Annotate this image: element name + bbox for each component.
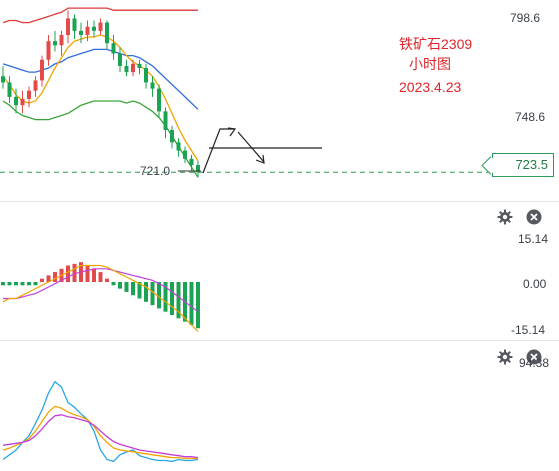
oscillator-pane[interactable]: 94.38 (0, 341, 559, 471)
candle-body (124, 65, 129, 73)
close-icon[interactable] (526, 349, 542, 365)
osc-line-mid (2, 405, 198, 460)
bounce-arrow-head (227, 127, 237, 137)
candle-body (98, 22, 103, 31)
macd-bar (72, 263, 77, 282)
oscillator-chart[interactable] (0, 341, 559, 471)
macd-bar (150, 282, 155, 306)
macd-bar (189, 282, 194, 325)
candle-body (20, 98, 25, 106)
macd-chart[interactable] (0, 202, 559, 339)
candle-body (105, 22, 109, 44)
macd-bar (92, 268, 96, 282)
macd-bar (163, 282, 168, 312)
macd-bar (20, 282, 25, 286)
candle-body (14, 96, 18, 106)
bounce-arrow-path (202, 128, 234, 174)
price-chart[interactable] (0, 0, 559, 200)
fast-ma-line (2, 34, 199, 162)
macd-bar (176, 282, 181, 319)
candle-body (189, 158, 194, 166)
dif-line (2, 264, 199, 332)
drop-arrow-head (255, 154, 265, 164)
pane-divider[interactable] (0, 201, 559, 202)
candle-body (1, 76, 5, 83)
candle-body (144, 68, 148, 83)
candle-body (72, 18, 77, 31)
macd-pane[interactable]: 15.14 0.00 -15.14 (0, 202, 559, 339)
macd-bar (118, 282, 122, 289)
candle-body (7, 82, 12, 97)
annotation-title: 铁矿石2309 (399, 36, 473, 52)
price-axis-high: 798.6 (510, 11, 541, 25)
macd-bar (85, 265, 90, 282)
macd-bar (46, 275, 51, 282)
candle-body (33, 80, 38, 91)
price-axis-mid: 748.6 (515, 110, 546, 124)
macd-bar (124, 282, 129, 292)
candle-body (85, 26, 90, 35)
annotation-date: 2023.4.23 (399, 79, 462, 95)
mid-band-line (2, 48, 199, 110)
candle-body (40, 59, 44, 81)
price-pane[interactable]: 798.6 748.6 723.5 721.0 铁矿石2309 小时图 2023… (0, 0, 559, 200)
candle-body (170, 129, 174, 143)
macd-bar (144, 282, 148, 302)
macd-bar (196, 282, 200, 329)
current-price-tag: 723.5 (492, 153, 554, 177)
candle-body (46, 41, 51, 60)
gear-icon[interactable] (497, 349, 513, 365)
osc-line-fast (2, 380, 199, 463)
macd-bar (111, 282, 116, 286)
macd-bar (1, 282, 5, 286)
drop-arrow-line (237, 131, 265, 163)
gear-icon[interactable] (497, 209, 513, 225)
candle-body (131, 63, 135, 73)
candle-body (111, 43, 116, 54)
candle-body (27, 90, 31, 99)
candle-body (183, 150, 187, 159)
macd-bar (14, 282, 18, 286)
macd-bar (7, 282, 12, 286)
osc-axis-top: 94.38 (519, 356, 550, 370)
osc-line-slow (2, 414, 199, 459)
macd-bar (40, 278, 44, 282)
annotation-timeframe: 小时图 (409, 56, 451, 72)
candle-body (176, 142, 181, 151)
candle-body (59, 34, 64, 46)
dea-line (3, 268, 199, 313)
candle-body (137, 63, 142, 68)
candle-body (53, 41, 57, 46)
candle-body (92, 26, 96, 31)
pane-divider[interactable] (0, 340, 559, 341)
close-icon[interactable] (526, 209, 542, 225)
upper-band-line (2, 7, 198, 24)
macd-bar (105, 278, 109, 282)
macd-bar (33, 282, 38, 286)
candle-body (163, 111, 168, 130)
candle-body (66, 18, 70, 35)
macd-bar (170, 282, 174, 316)
macd-bar (66, 265, 70, 282)
macd-bar (157, 282, 161, 309)
candle-body (196, 165, 200, 173)
candle-body (150, 82, 155, 89)
candle-body (157, 88, 161, 112)
macd-bar (27, 282, 31, 286)
candle-body (79, 30, 83, 35)
macd-bar (137, 282, 142, 299)
macd-bar (131, 282, 135, 296)
macd-axis-zero: 0.00 (523, 277, 547, 291)
macd-bar (98, 272, 103, 282)
candle-body (118, 53, 122, 66)
low-price-marker: 721.0 (140, 164, 171, 178)
macd-bar (53, 272, 57, 282)
macd-axis-top: 15.14 (518, 232, 549, 246)
macd-axis-bottom: -15.14 (511, 323, 546, 337)
